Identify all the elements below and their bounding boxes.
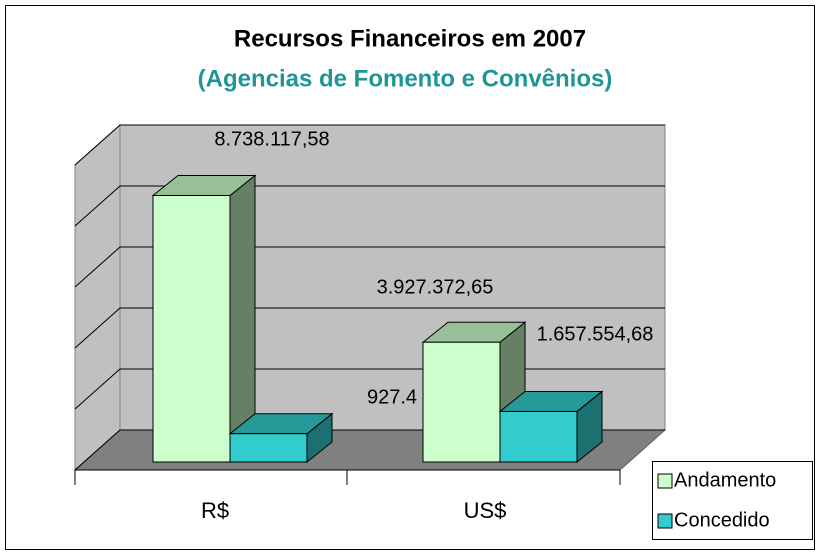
x-tick-label: R$ (201, 498, 229, 523)
data-label: 927.4 (367, 386, 417, 408)
legend-label: Andamento (674, 469, 776, 491)
legend-swatch (657, 513, 673, 529)
data-label: 1.657.554,68 (537, 323, 654, 345)
grid-line (74, 307, 665, 349)
chart-title: Recursos Financeiros em 2007 (234, 25, 586, 52)
legend-label: Concedido (674, 509, 770, 531)
bar (422, 341, 501, 463)
bar (499, 410, 578, 463)
grid-line (74, 246, 665, 288)
grid-line (74, 124, 665, 166)
grid-line (74, 185, 665, 227)
x-tick-label: US$ (464, 498, 507, 523)
data-label: 3.927.372,65 (377, 276, 494, 298)
data-label: 8.738.117,58 (214, 128, 329, 150)
legend-swatch (657, 473, 673, 489)
chart-subtitle: (Agencias de Fomento e Convênios) (198, 65, 613, 92)
bar (229, 433, 308, 463)
legend-box (652, 461, 813, 540)
side-wall (74, 123, 121, 472)
bar (152, 194, 231, 463)
